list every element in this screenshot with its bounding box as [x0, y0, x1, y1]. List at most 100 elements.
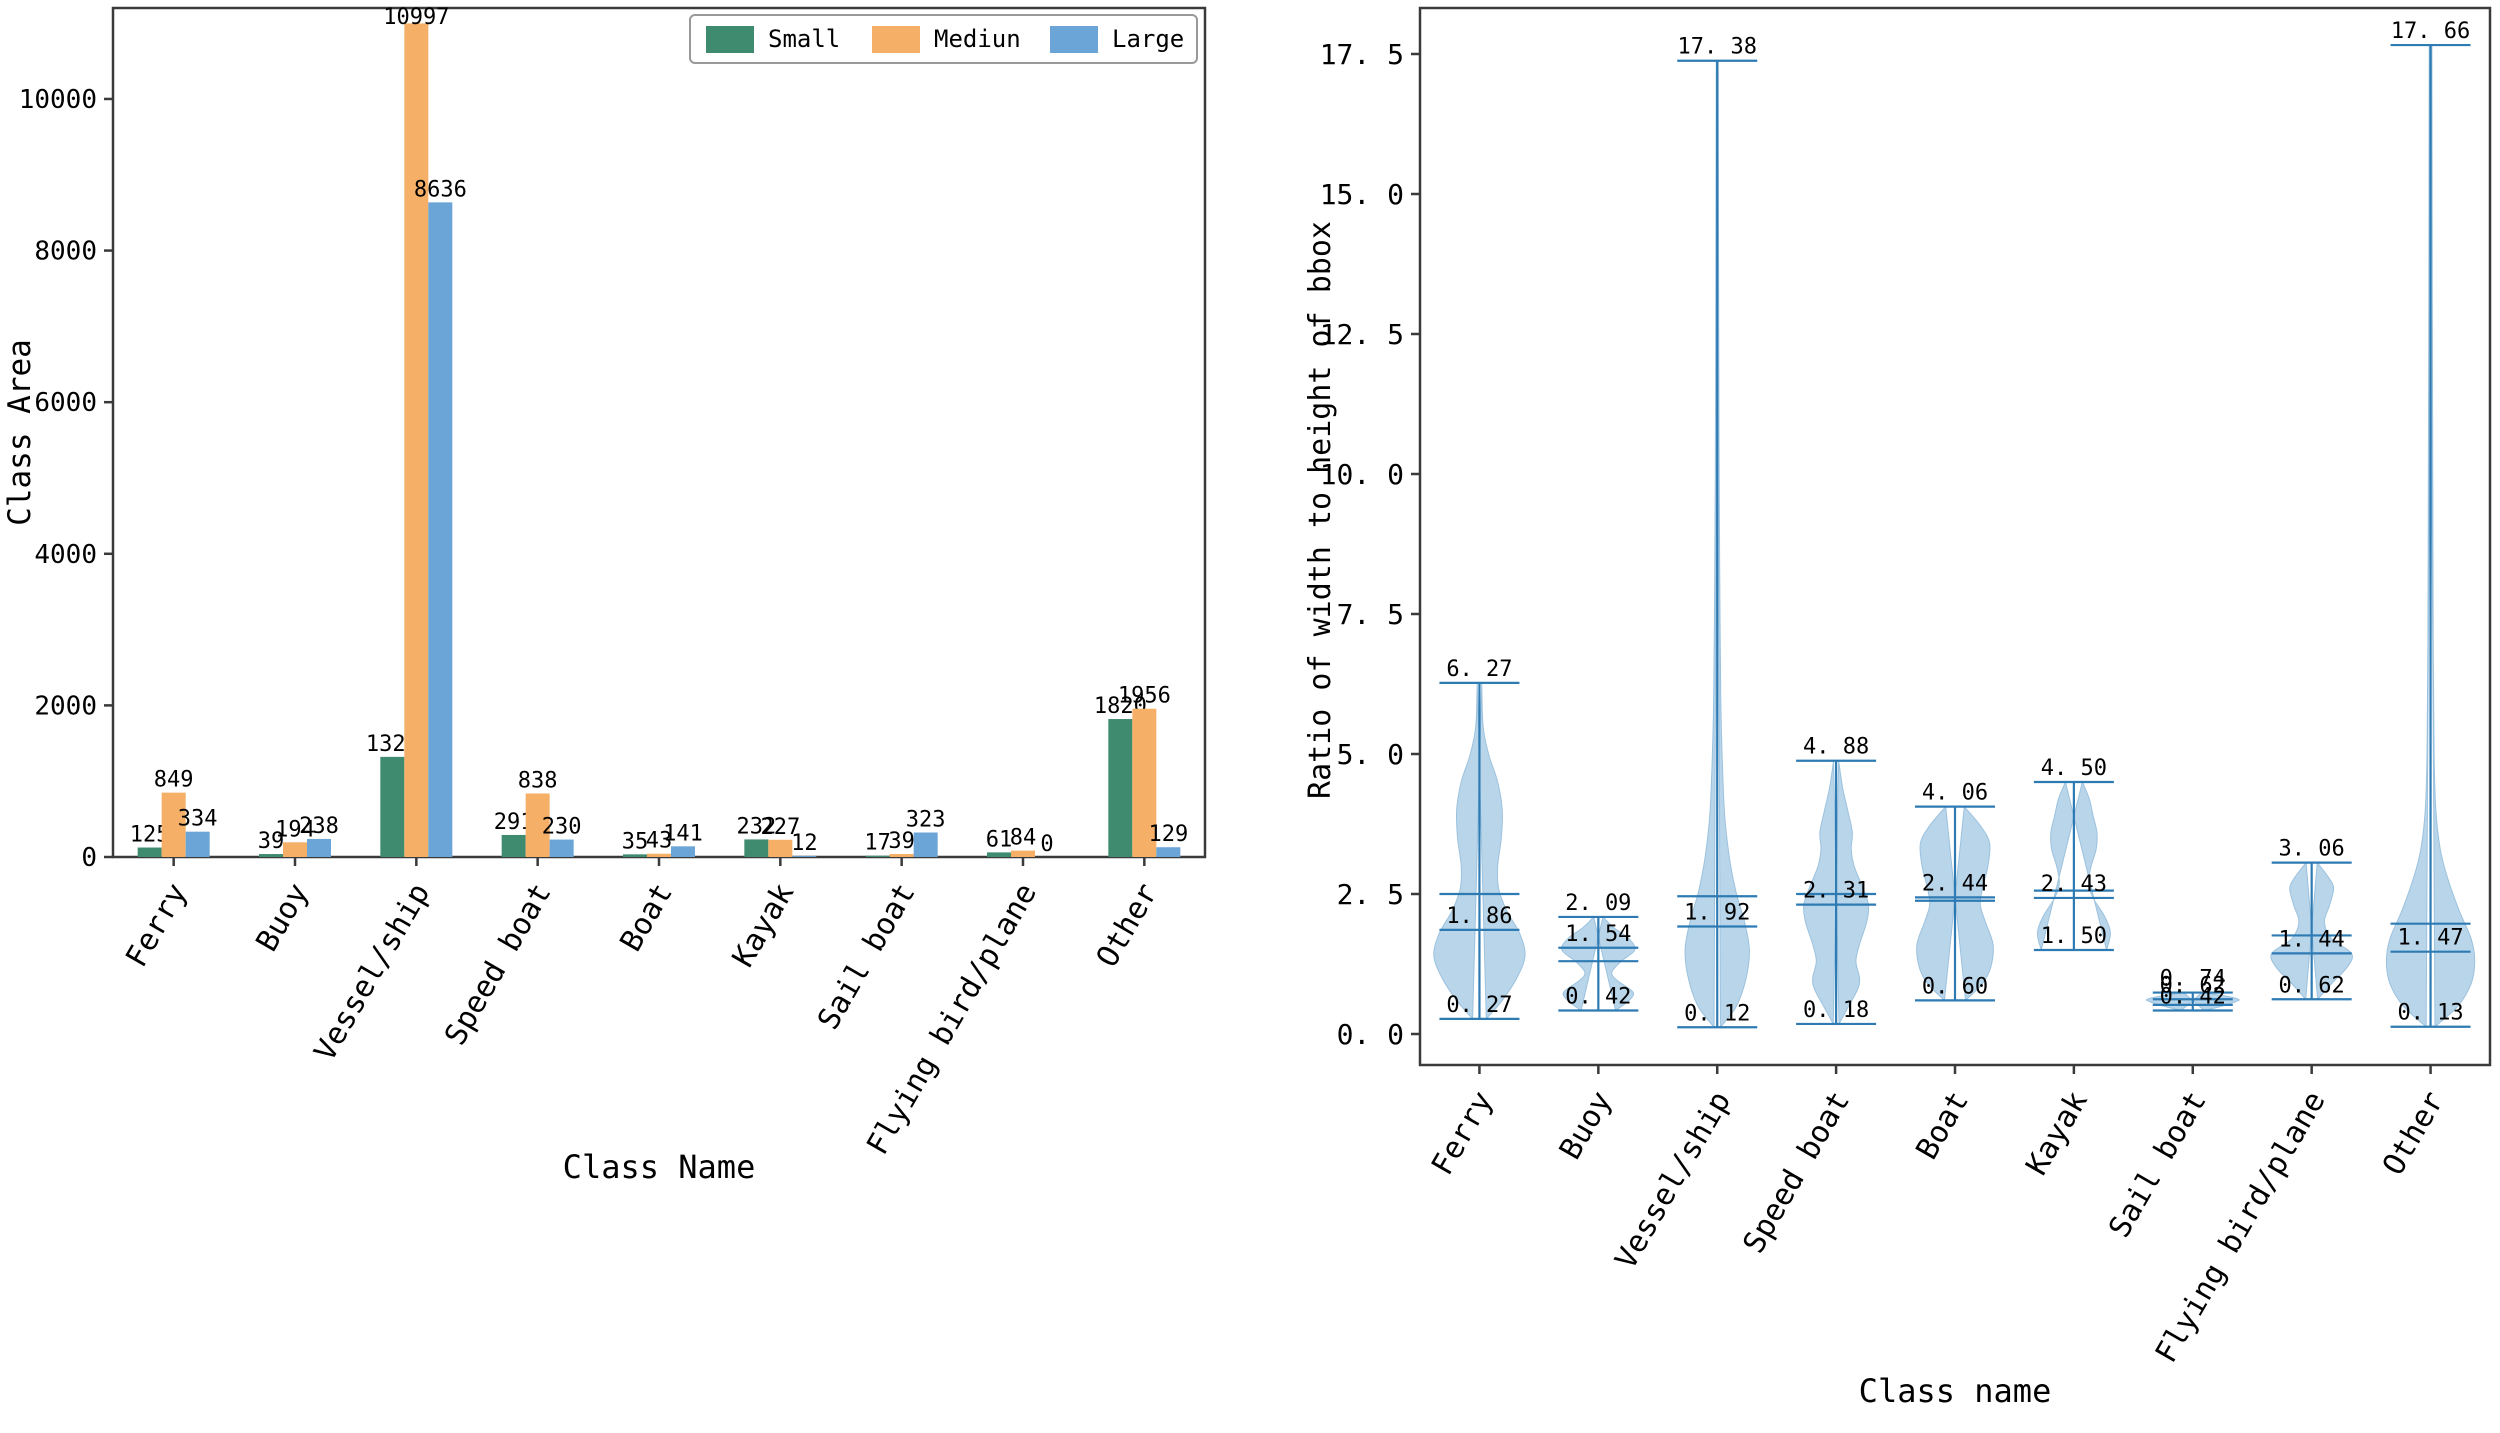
violin-min-label: 0. 42 [1565, 984, 1631, 1009]
bar-small [259, 854, 283, 857]
y-tick-label: 7. 5 [1337, 598, 1404, 631]
bar-value-label: 43 [646, 829, 673, 854]
bar-mediun [647, 853, 671, 857]
bar-small [1108, 719, 1133, 857]
bar-value-label: 8636 [414, 177, 467, 202]
legend-swatch-large [1050, 26, 1098, 53]
violin-max-label: 0. 74 [2160, 967, 2226, 992]
y-tick-label: 10000 [19, 85, 97, 115]
violin-center-label: 1. 47 [2397, 926, 2463, 951]
violin-min-label: 0. 62 [2279, 973, 2345, 998]
violin-buoy: 2. 09 1. 54 0. 42 [1558, 891, 1639, 1012]
bar-small [137, 847, 162, 857]
y-tick-label: 2. 5 [1337, 878, 1404, 911]
y-tick-label: 12. 5 [1320, 318, 1404, 351]
bar-value-label: 141 [663, 821, 703, 846]
violin-max-label: 2. 09 [1565, 891, 1631, 916]
bar-value-label: 61 [986, 827, 1013, 852]
x-tick-label: Speed boat [438, 878, 559, 1052]
y-tick-label: 10. 0 [1320, 458, 1404, 491]
bar-mediun [889, 854, 914, 857]
bar-mediun [161, 792, 186, 857]
bar-value-label: 0 [1040, 832, 1053, 857]
legend-label: Large [1112, 25, 1184, 53]
violin-center-label: 1. 44 [2279, 927, 2345, 952]
bar-value-label: 334 [178, 807, 218, 832]
bar-value-label: 232 [736, 814, 776, 839]
bar-value-label: 39 [258, 829, 285, 854]
y-tick-label: 4000 [34, 540, 97, 570]
x-tick-label: Buoy [249, 878, 315, 958]
bar-large [307, 838, 331, 857]
violin-max-label: 4. 06 [1922, 781, 1988, 806]
violin-ferry: 6. 27 1. 86 0. 27 [1433, 657, 1526, 1021]
x-tick-label: Kayak [2019, 1086, 2094, 1182]
violin-other: 17. 66 1. 47 0. 13 [2385, 19, 2476, 1028]
x-tick-label: Other [1090, 878, 1165, 974]
violin-boat: 4. 06 2. 44 0. 60 [1915, 781, 1995, 1002]
bar-value-label: 838 [518, 768, 558, 793]
bar-value-label: 129 [1148, 822, 1188, 847]
bar-large [1156, 847, 1181, 857]
violin-max-label: 17. 38 [1677, 35, 1756, 60]
legend-swatch-mediun [872, 26, 920, 53]
violin-center-label: 1. 92 [1684, 900, 1750, 925]
bar-value-label: 227 [760, 815, 800, 840]
plot-border [111, 6, 1207, 859]
bar-large [185, 831, 210, 857]
bar-mediun [283, 842, 307, 857]
bar-mediun [1132, 708, 1157, 857]
bar-mediun [768, 839, 793, 857]
violin-sail-boat: 0. 740. 620. 42 [2145, 967, 2240, 1012]
violin-center-label: 1. 54 [1565, 922, 1631, 947]
x-tick-label: Ferry [1425, 1086, 1500, 1182]
x-tick-label: Speed boat [1736, 1086, 1857, 1260]
violin-max-label: 17. 66 [2391, 19, 2470, 44]
violin-speed-boat: 4. 88 2. 31 0. 18 [1796, 735, 1877, 1026]
y-axis-title: Class Area [2, 339, 38, 526]
violin-chart: 0. 0 2. 5 5. 0 7. 5 10. 0 12. 5 15. 0 17. 5 Rati… [1303, 6, 2492, 1410]
violin-min-label: 0. 12 [1684, 1001, 1750, 1026]
legend: Small Mediun Large [689, 14, 1198, 64]
y-tick-label: 0. 0 [1337, 1018, 1404, 1051]
y-tick-label: 5. 0 [1337, 738, 1404, 771]
bar-large [671, 846, 695, 857]
legend-swatch-small [706, 26, 754, 53]
bar-small [865, 855, 890, 857]
violin-center-label: 0. 62 [2160, 973, 2226, 998]
x-tick-label: Ferry [119, 878, 194, 974]
violin-center-label: 2. 43 [2041, 872, 2107, 897]
bar-value-label: 39 [888, 829, 915, 854]
violin-min-label: 0. 42 [2160, 984, 2226, 1009]
x-axis-title: Class Name [563, 1148, 756, 1186]
x-tick-label: Buoy [1553, 1086, 1619, 1166]
y-tick-label: 8000 [34, 237, 97, 267]
legend-label: Mediun [934, 25, 1021, 53]
bar-large [549, 839, 574, 857]
violin-center-label: 2. 44 [1922, 871, 1988, 896]
bar-value-label: 194 [275, 817, 315, 842]
bar-value-label: 1956 [1118, 684, 1171, 709]
bar-value-label: 230 [542, 815, 582, 840]
bar-mediun [525, 793, 550, 857]
x-tick-label: Kayak [726, 878, 801, 974]
bar-value-label: 323 [906, 808, 946, 833]
y-tick-label: 6000 [34, 388, 97, 418]
x-axis-title: Class name [1859, 1372, 2052, 1410]
violin-max-label: 3. 06 [2279, 837, 2345, 862]
violin-min-label: 0. 18 [1803, 998, 1869, 1023]
bar-large [428, 202, 453, 857]
bar-large [792, 856, 817, 857]
y-tick-label: 0 [81, 843, 97, 873]
x-tick-label: Sail boat [811, 878, 923, 1036]
y-tick-label: 17. 5 [1320, 38, 1404, 71]
violin-flying-bird-plane: 3. 06 1. 44 0. 62 [2270, 837, 2353, 1001]
y-tick-label: 2000 [34, 691, 97, 721]
violin-min-label: 0. 13 [2397, 1001, 2463, 1026]
x-tick-label: Vessel/ship [308, 878, 438, 1068]
bar-small [623, 854, 647, 857]
bar-value-label: 17 [864, 831, 891, 856]
